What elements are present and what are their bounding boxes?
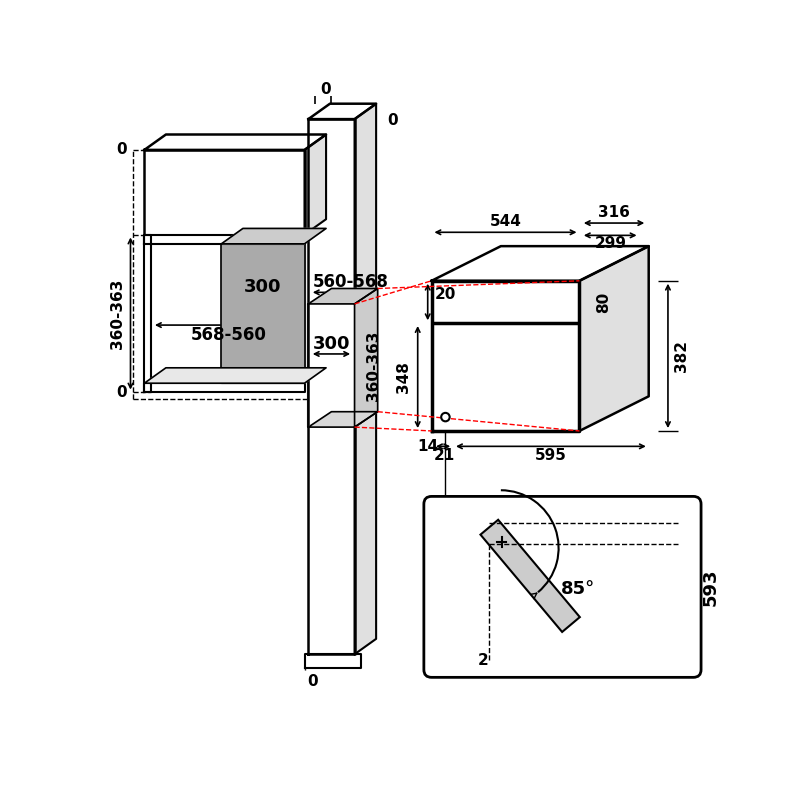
Polygon shape	[144, 368, 326, 383]
Text: 85°: 85°	[561, 580, 595, 598]
Text: 544: 544	[490, 214, 522, 229]
Polygon shape	[144, 234, 305, 244]
Polygon shape	[144, 134, 326, 150]
Polygon shape	[144, 383, 305, 393]
Text: 0: 0	[116, 385, 126, 400]
Text: 20: 20	[434, 287, 456, 302]
Polygon shape	[144, 234, 150, 393]
Polygon shape	[308, 104, 376, 119]
Text: 0: 0	[387, 113, 398, 128]
Text: 299: 299	[595, 235, 627, 250]
Polygon shape	[308, 119, 354, 654]
Polygon shape	[481, 520, 580, 632]
Text: 348: 348	[396, 361, 411, 393]
Text: 568-560: 568-560	[190, 326, 266, 344]
Polygon shape	[354, 289, 378, 427]
Text: 300: 300	[244, 278, 282, 295]
Polygon shape	[431, 281, 579, 431]
Text: 360-363: 360-363	[366, 330, 382, 401]
Text: 0: 0	[116, 142, 126, 158]
Text: 382: 382	[674, 340, 689, 372]
Text: 316: 316	[598, 205, 630, 220]
Polygon shape	[144, 150, 305, 234]
Text: 593: 593	[702, 568, 719, 606]
Polygon shape	[431, 246, 649, 281]
Polygon shape	[354, 104, 376, 304]
Polygon shape	[308, 289, 378, 304]
FancyBboxPatch shape	[424, 496, 701, 678]
Polygon shape	[305, 654, 361, 668]
Text: 14: 14	[417, 439, 438, 454]
Text: 0: 0	[307, 674, 318, 690]
Text: 560-568: 560-568	[313, 274, 389, 291]
Text: 21: 21	[434, 448, 454, 463]
Polygon shape	[222, 229, 326, 244]
Text: 360-363: 360-363	[110, 278, 125, 349]
Polygon shape	[308, 412, 378, 427]
Text: 300: 300	[313, 335, 350, 353]
Polygon shape	[354, 412, 376, 654]
Polygon shape	[579, 246, 649, 431]
Circle shape	[441, 413, 450, 422]
Polygon shape	[305, 134, 326, 234]
Text: 80: 80	[597, 291, 611, 313]
Text: 595: 595	[535, 448, 567, 463]
Polygon shape	[222, 244, 305, 383]
Text: 2: 2	[478, 653, 489, 668]
Text: 0: 0	[320, 82, 330, 98]
